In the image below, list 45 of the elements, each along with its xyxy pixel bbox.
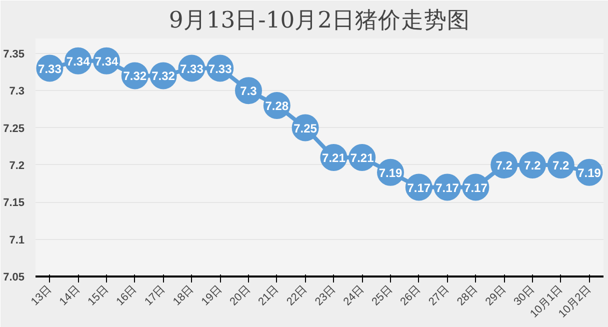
y-tick-label: 7.05	[3, 272, 25, 284]
x-tick-label: 24日	[341, 283, 366, 308]
x-tick-label: 23日	[313, 283, 338, 308]
y-tick-label: 7.1	[9, 234, 25, 246]
data-label: 7.32	[152, 69, 176, 84]
x-tick-label: 13日	[29, 283, 54, 308]
data-label: 7.2	[552, 158, 570, 172]
x-tick-label: 27日	[426, 283, 452, 308]
data-label: 7.32	[123, 69, 147, 84]
x-tick-label: 19日	[199, 283, 224, 308]
data-label: 7.28	[265, 98, 289, 113]
data-label: 7.33	[38, 62, 62, 76]
x-tick-label: 22日	[284, 283, 310, 308]
data-label: 7.3	[240, 84, 258, 98]
x-tick-label: 14日	[57, 283, 82, 308]
data-label: 7.17	[464, 180, 488, 195]
x-tick-label: 25日	[370, 283, 395, 308]
data-label: 7.33	[180, 62, 204, 76]
data-label: 7.19	[578, 166, 602, 180]
data-label: 7.33	[208, 62, 232, 76]
x-tick-label: 17日	[142, 283, 168, 308]
data-label: 7.21	[322, 151, 346, 165]
x-tick-label: 21日	[256, 283, 282, 308]
y-tick-label: 7.15	[3, 197, 25, 210]
x-tick-label: 26日	[398, 283, 424, 308]
data-label: 7.17	[407, 180, 431, 195]
chart-title: 9月13日-10月2日猪价走势图	[168, 8, 470, 34]
x-tick-label: 16日	[114, 283, 140, 308]
data-label: 7.34	[66, 54, 90, 68]
x-tick-label: 29日	[483, 283, 508, 308]
x-tick-label: 15日	[86, 283, 111, 308]
x-tick-label: 28日	[455, 283, 480, 308]
data-label: 7.21	[350, 151, 374, 165]
data-label: 7.2	[524, 158, 542, 172]
data-label: 7.2	[496, 158, 513, 172]
data-label: 7.25	[294, 121, 318, 136]
data-label: 7.19	[378, 166, 403, 180]
y-tick-label: 7.3	[9, 86, 25, 98]
y-tick-label: 7.25	[3, 122, 25, 135]
y-tick-label: 7.2	[9, 160, 25, 172]
data-label: 7.17	[436, 180, 460, 195]
x-tick-label: 20日	[228, 283, 253, 308]
y-tick-label: 7.35	[3, 48, 25, 60]
data-label: 7.34	[94, 54, 119, 68]
x-tick-label: 18日	[171, 283, 196, 308]
